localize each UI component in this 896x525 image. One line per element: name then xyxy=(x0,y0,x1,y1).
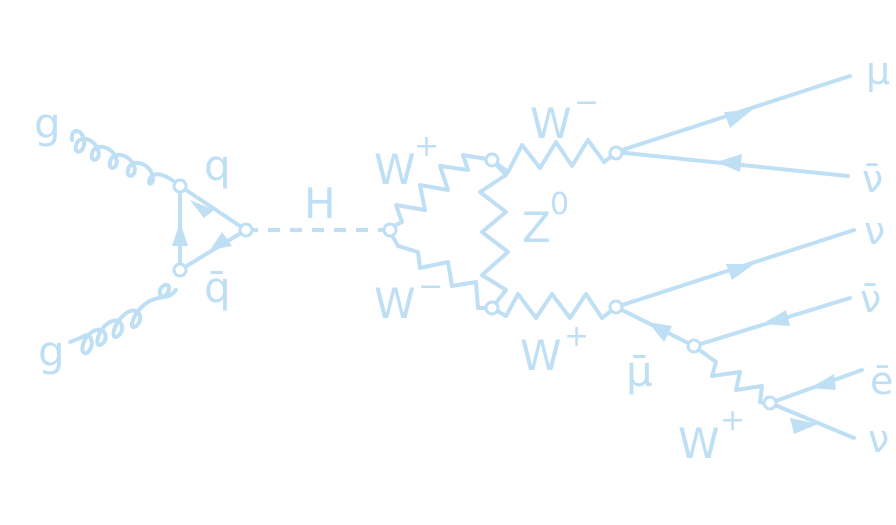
w-plus-small-label: W xyxy=(678,419,720,468)
w-plus-left-label: W xyxy=(374,145,416,194)
w-minus-left-label: W xyxy=(374,279,416,328)
higgs-label: H xyxy=(304,179,336,228)
vertex-gq-top xyxy=(172,178,188,194)
vertex-anti-muon xyxy=(686,338,702,354)
antiquark-line xyxy=(178,228,248,272)
w-minus-top-label: W xyxy=(530,99,572,148)
anti-nu-2-arrow xyxy=(762,310,790,326)
gluon-line-bottom xyxy=(68,283,178,356)
nu-2-line xyxy=(768,401,856,440)
z0-sup: 0 xyxy=(550,187,569,222)
quark-label: q xyxy=(204,141,231,190)
gluon-bottom-label: g xyxy=(38,327,65,376)
w-plus-small-sup: + xyxy=(720,403,745,438)
w-plus-left-line xyxy=(388,153,494,230)
vertex-w-top xyxy=(484,152,500,168)
vertex-positron xyxy=(762,395,778,411)
vertex-gq-bottom xyxy=(172,262,188,278)
anti-nu-2-label: ν̄ xyxy=(860,277,881,321)
quark-line xyxy=(178,184,248,232)
w-plus-bottom-line xyxy=(490,292,618,320)
positron-label: ē xyxy=(870,359,893,403)
nu-2-label: ν xyxy=(868,417,889,461)
w-minus-top-line xyxy=(490,138,618,174)
anti-muon-arrow xyxy=(648,322,672,342)
nu-1-label: ν xyxy=(864,209,885,253)
w-plus-bottom-label: W xyxy=(520,331,562,380)
gluon-top-label: g xyxy=(34,99,61,148)
muon-arrow xyxy=(724,110,752,128)
z0-label: Z xyxy=(522,203,551,252)
muon-label: μ xyxy=(866,49,890,93)
anti-nu-1-label: ν̄ xyxy=(862,157,883,201)
gluon-line-top xyxy=(69,129,182,188)
w-plus-left-sup: + xyxy=(414,129,439,164)
vertex-w-bottom xyxy=(484,300,500,316)
anti-nu-1-arrow xyxy=(716,154,742,172)
vertex-nu xyxy=(608,299,624,315)
z0-line xyxy=(478,158,510,310)
w-minus-left-line xyxy=(388,230,494,310)
w-plus-small-line xyxy=(692,344,772,406)
nu-2-arrow xyxy=(790,418,818,434)
w-plus-bottom-sup: + xyxy=(564,319,589,354)
positron-arrow xyxy=(810,374,836,390)
antiquark-arrow xyxy=(210,232,232,250)
antiquark-label: q̄ xyxy=(204,263,231,312)
vertex-hw xyxy=(382,222,398,238)
w-minus-top-sup: − xyxy=(574,85,599,120)
anti-muon-label: μ̄ xyxy=(626,347,653,396)
nu-1-arrow xyxy=(726,264,754,280)
vertex-muon xyxy=(608,145,624,161)
vertex-qh xyxy=(238,222,254,238)
quark-arrow xyxy=(190,200,214,218)
loop-arrow xyxy=(172,222,188,246)
w-minus-left-sup: − xyxy=(418,269,443,304)
